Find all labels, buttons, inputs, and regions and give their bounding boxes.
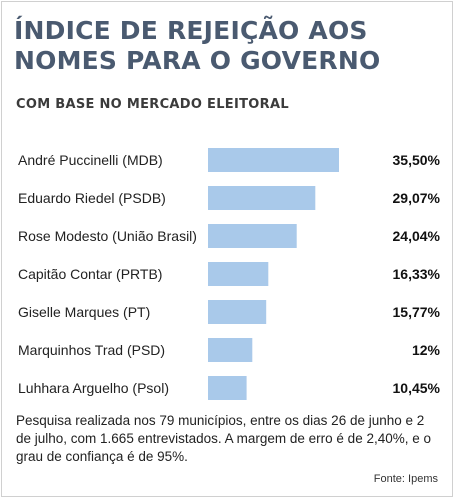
category-label: Eduardo Riedel (PSDB) [18, 190, 166, 206]
bar-chart: André Puccinelli (MDB) 35,50% Eduardo Ried… [0, 135, 456, 405]
bar [208, 148, 339, 172]
bar [208, 224, 297, 248]
bar [208, 300, 267, 324]
category-label: Marquinhos Trad (PSD) [18, 342, 165, 358]
value-label: 16,33% [393, 266, 441, 282]
bar [208, 186, 316, 210]
value-label: 12% [412, 342, 441, 358]
category-label: Luhhara Arguelho (Psol) [18, 380, 169, 396]
category-label: Capitão Contar (PRTB) [18, 266, 162, 282]
value-label: 24,04% [393, 228, 441, 244]
category-label: Giselle Marques (PT) [18, 304, 150, 320]
bar [208, 376, 247, 400]
chart-subtitle: COM BASE NO MERCADO ELEITORAL [16, 97, 289, 112]
title-line-2: NOMES PARA O GOVERNO [14, 46, 381, 75]
value-label: 35,50% [393, 152, 441, 168]
category-label: André Puccinelli (MDB) [18, 152, 163, 168]
title-line-1: ÍNDICE DE REJEIÇÃO AOS [14, 16, 368, 45]
chart-title: ÍNDICE DE REJEIÇÃO AOS NOMES PARA O GOVE… [14, 16, 444, 76]
value-label: 10,45% [393, 380, 441, 396]
bar [208, 262, 269, 286]
methodology-note: Pesquisa realizada nos 79 municípios, en… [16, 413, 431, 464]
bar-chart-svg: André Puccinelli (MDB) 35,50% Eduardo Ried… [18, 148, 441, 400]
value-label: 29,07% [393, 190, 441, 206]
category-label: Rose Modesto (União Brasil) [18, 228, 197, 244]
value-label: 15,77% [393, 304, 441, 320]
bar [208, 338, 253, 362]
source-credit: Fonte: Ipems [373, 473, 438, 485]
